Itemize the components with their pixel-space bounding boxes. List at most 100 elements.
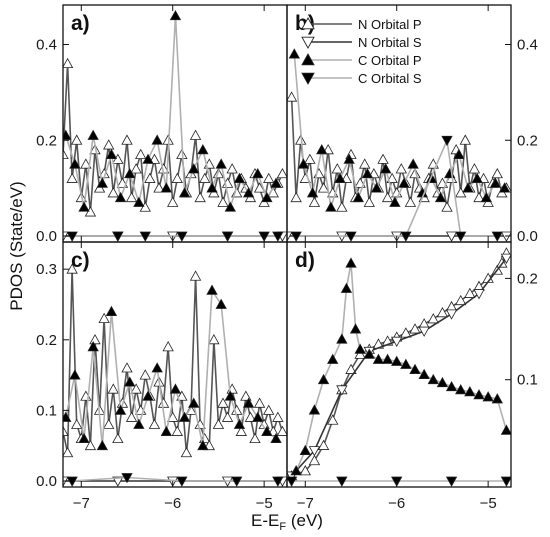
data-point-n-orbital-s <box>308 446 321 457</box>
series-line-n-orbital-p <box>63 269 284 453</box>
data-point-c-orbital-p <box>142 153 154 164</box>
data-point-c-orbital-p <box>370 182 383 193</box>
data-point-c-orbital-p <box>297 158 310 169</box>
data-point-c-orbital-s <box>287 476 298 487</box>
x-axis-title: E-EF (eV) <box>251 511 323 533</box>
data-point-c-orbital-p <box>105 305 118 316</box>
data-point-n-orbital-p <box>308 454 321 466</box>
legend-label: C Orbital P <box>358 53 422 68</box>
data-point-c-orbital-p <box>361 167 374 179</box>
data-point-n-orbital-p <box>103 418 115 429</box>
y-tick-label: 0.2 <box>517 270 538 287</box>
data-point-n-orbital-p <box>276 167 287 179</box>
data-point-n-orbital-p <box>157 397 170 408</box>
data-point-c-orbital-p <box>252 411 264 422</box>
data-point-n-orbital-s <box>445 309 458 320</box>
data-point-n-orbital-p <box>249 432 261 444</box>
data-point-n-orbital-p <box>144 172 156 183</box>
data-point-n-orbital-p <box>253 182 266 193</box>
data-point-n-orbital-p <box>153 182 165 193</box>
data-point-c-orbital-p <box>354 343 366 354</box>
y-tick-label: 0.0 <box>517 228 538 245</box>
data-point-c-orbital-p <box>224 201 236 212</box>
data-point-c-orbital-p <box>290 465 302 476</box>
data-point-c-orbital-p <box>427 373 439 385</box>
data-point-n-orbital-p <box>308 196 321 207</box>
data-point-c-orbital-p <box>169 383 182 394</box>
x-tick-label: −7 <box>73 495 90 512</box>
data-point-c-orbital-p <box>133 196 145 207</box>
data-point-n-orbital-p <box>112 432 124 444</box>
data-point-c-orbital-p <box>455 384 467 395</box>
data-point-c-orbital-p <box>480 191 492 203</box>
data-point-c-orbital-s <box>66 476 78 487</box>
data-point-c-orbital-p <box>363 348 375 359</box>
data-point-n-orbital-p <box>107 187 119 198</box>
legend-label: N Orbital S <box>358 35 422 50</box>
data-point-n-orbital-p <box>327 414 339 425</box>
panel-c-plot <box>63 263 287 487</box>
legend: N Orbital P N Orbital S C Orbital P C Orbit… <box>301 17 422 86</box>
data-point-c-orbital-p <box>261 425 273 436</box>
data-point-n-orbital-p <box>226 163 238 174</box>
data-point-n-orbital-p <box>395 163 407 174</box>
data-point-c-orbital-p <box>391 355 403 366</box>
data-point-n-orbital-p <box>263 172 275 183</box>
data-point-n-orbital-p <box>167 196 179 207</box>
data-point-n-orbital-p <box>253 397 266 408</box>
data-point-n-orbital-p <box>107 383 119 394</box>
data-point-n-orbital-p <box>354 348 366 359</box>
data-point-c-orbital-p <box>96 177 108 188</box>
data-point-n-orbital-p <box>162 341 174 352</box>
data-point-n-orbital-p <box>276 425 287 436</box>
data-point-c-orbital-p <box>389 196 401 207</box>
data-point-n-orbital-p <box>287 91 298 102</box>
data-point-n-orbital-p <box>63 148 69 160</box>
data-point-n-orbital-p <box>189 129 202 140</box>
data-point-c-orbital-p <box>436 376 449 388</box>
y-tick-label: 0.2 <box>36 132 57 149</box>
data-point-n-orbital-s <box>391 336 403 348</box>
data-point-n-orbital-p <box>148 418 161 429</box>
data-point-c-orbital-s <box>272 231 284 242</box>
data-point-c-orbital-p <box>381 353 394 364</box>
data-point-c-orbital-p <box>87 129 99 140</box>
data-point-c-orbital-s <box>221 231 234 242</box>
panel-d-plot <box>287 247 511 487</box>
data-point-n-orbital-p <box>80 158 92 169</box>
data-point-n-orbital-p <box>217 196 229 207</box>
data-point-c-orbital-p <box>188 163 200 174</box>
data-point-c-orbital-p <box>114 191 127 203</box>
data-point-n-orbital-p <box>468 163 481 174</box>
data-point-c-orbital-s <box>441 135 453 147</box>
data-point-c-orbital-p <box>63 129 72 140</box>
legend-label: N Orbital P <box>358 17 422 32</box>
legend-entry-c-orbital-s: C Orbital S <box>301 71 422 86</box>
data-point-n-orbital-p <box>212 418 225 429</box>
data-point-n-orbital-s <box>418 326 430 337</box>
data-point-c-orbital-s <box>400 231 412 242</box>
data-point-c-orbital-p <box>96 439 108 451</box>
data-point-n-orbital-p <box>336 201 348 212</box>
data-point-n-orbital-p <box>84 439 97 451</box>
data-point-n-orbital-p <box>464 287 476 298</box>
panel-label-c: c) <box>71 249 90 272</box>
data-point-c-orbital-p <box>306 187 319 198</box>
data-point-c-orbital-s <box>176 231 188 242</box>
data-point-n-orbital-p <box>125 411 138 422</box>
data-point-n-orbital-p <box>317 439 330 450</box>
legend-marker <box>301 36 315 49</box>
data-point-c-orbital-s <box>66 231 78 242</box>
data-point-n-orbital-p <box>459 134 471 145</box>
data-point-n-orbital-p <box>363 196 375 207</box>
legend-marker <box>301 17 315 30</box>
data-point-n-orbital-p <box>103 139 115 150</box>
data-point-n-orbital-p <box>63 57 74 69</box>
data-point-n-orbital-p <box>217 397 229 408</box>
data-point-n-orbital-p <box>208 333 220 345</box>
data-point-n-orbital-p <box>244 411 257 422</box>
legend-marker <box>301 72 315 85</box>
data-point-c-orbital-p <box>407 158 419 169</box>
data-point-n-orbital-p <box>221 411 234 422</box>
data-point-c-orbital-p <box>160 425 172 436</box>
